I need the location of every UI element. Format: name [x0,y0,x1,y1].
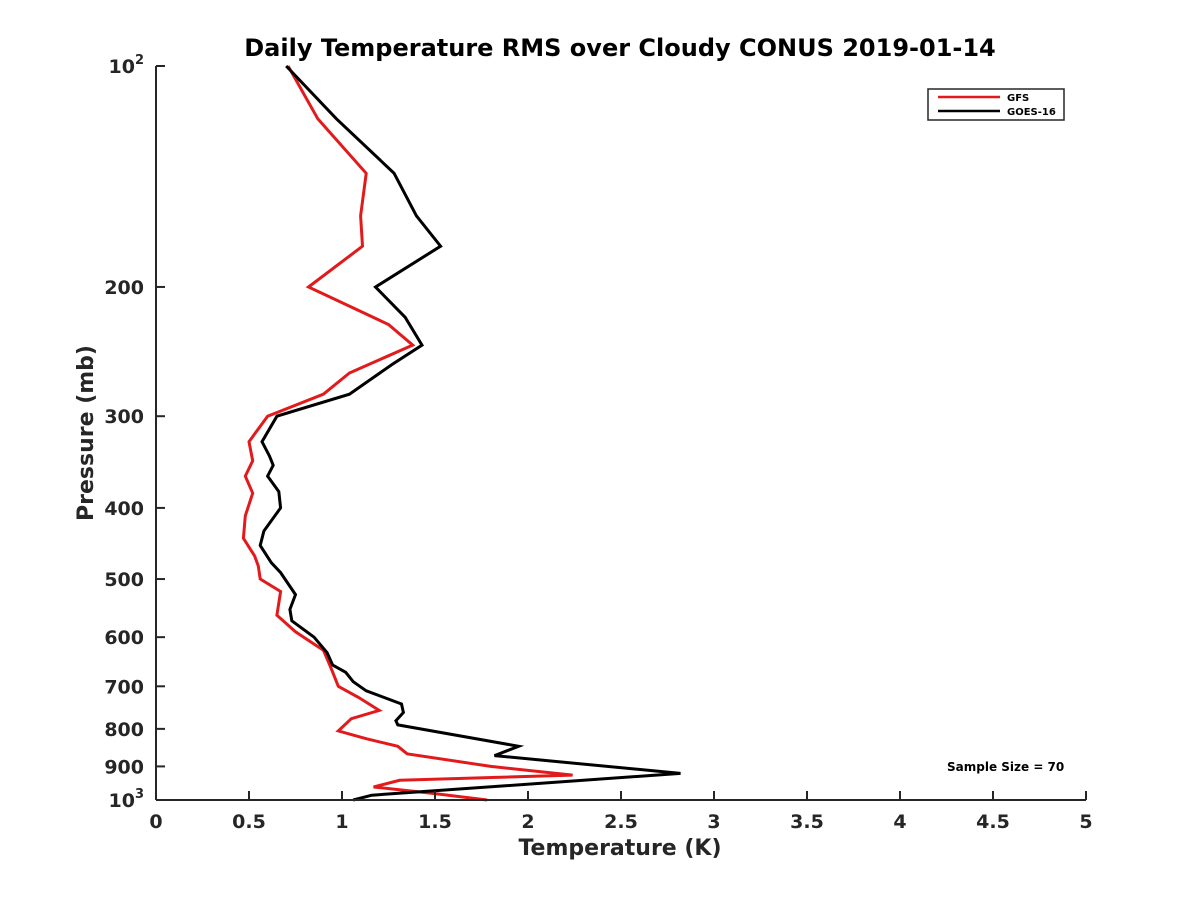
x-axis-label: Temperature (K) [518,836,721,861]
plot-area: 0 0.5 1 1.5 2 2.5 3 3.5 4 4.5 5 102 200 300 400 500 600… [104,53,1092,833]
y-axis-label: Pressure (mb) [74,345,99,521]
legend-box [927,88,1065,121]
y-tick-label: 900 [104,756,144,778]
x-tick-label: 2.5 [604,811,638,833]
y-tick-label: 300 [104,406,144,428]
x-axis-ticks: 0 0.5 1 1.5 2 2.5 3 3.5 4 4.5 5 [149,791,1093,833]
x-tick-label: 3 [707,811,720,833]
series-layer [241,64,681,802]
x-tick-label: 0 [149,811,162,833]
y-axis-ticks: 102 200 300 400 500 600 700 800 900 103 [104,53,165,812]
x-tick-label: 0.5 [232,811,266,833]
y-tick-label: 500 [104,569,144,591]
x-tick-label: 4 [893,811,906,833]
y-tick-label: 102 [109,53,145,78]
legend: GFS GOES-16 [927,88,1065,121]
y-tick-label: 200 [104,277,144,299]
x-tick-label: 1.5 [418,811,452,833]
x-tick-label: 2 [521,811,534,833]
y-tick-label: 400 [104,498,144,520]
legend-label-goes-16: GOES-16 [1007,107,1056,118]
y-tick-label: 600 [104,627,144,649]
x-tick-label: 1 [335,811,348,833]
y-tick-label: 103 [109,787,145,812]
y-tick-label: 800 [104,719,144,741]
series-line-gfs [241,65,573,802]
y-tick-label: 700 [104,676,144,698]
legend-label-gfs: GFS [1007,93,1029,104]
sample-size-annotation: Sample Size = 70 [947,760,1064,774]
x-tick-label: 3.5 [790,811,824,833]
series-line-goes-16 [258,64,681,802]
x-tick-label: 5 [1079,811,1092,833]
chart-title: Daily Temperature RMS over Cloudy CONUS … [244,34,996,62]
x-tick-label: 4.5 [976,811,1010,833]
